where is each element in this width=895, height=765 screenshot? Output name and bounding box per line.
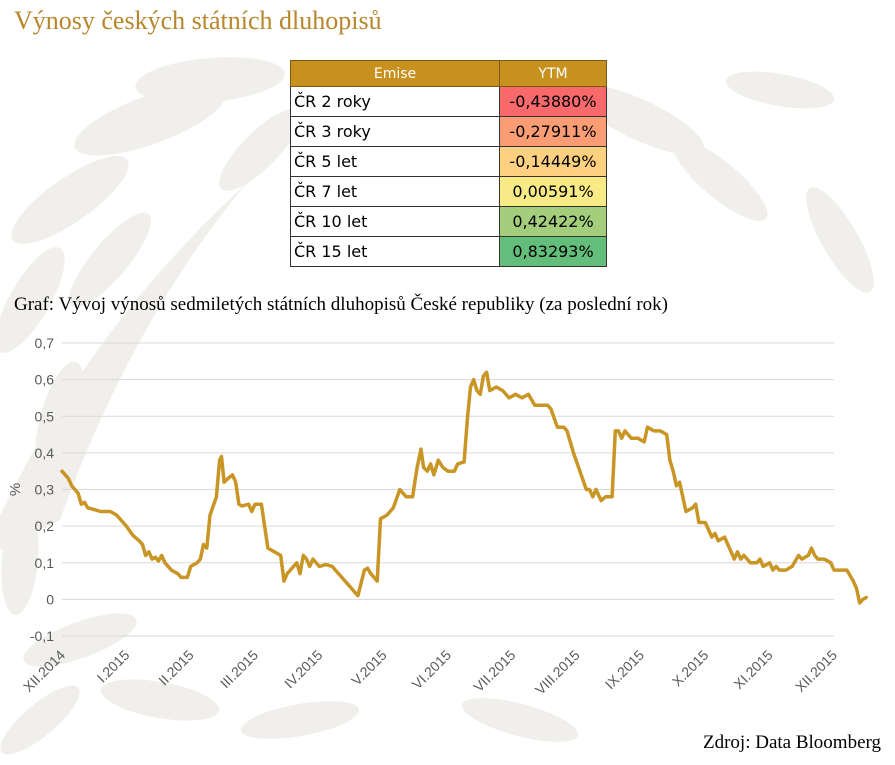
x-tick-label: V.2015: [348, 647, 390, 689]
ytm-cell: -0,27911%: [499, 116, 607, 147]
ytm-cell: 0,42422%: [499, 206, 607, 237]
table-row: ČR 2 roky -0,43880%: [290, 86, 607, 117]
table-row: ČR 3 roky -0,27911%: [290, 116, 607, 147]
x-tick-label: XII.2015: [792, 647, 840, 695]
ytm-cell: 0,00591%: [499, 176, 607, 207]
y-tick-label: -0,1: [30, 628, 54, 644]
column-header-ytm: YTM: [499, 60, 607, 87]
table-row: ČR 5 let -0,14449%: [290, 146, 607, 177]
yield-line-chart: -0,1 0 0,1 0,2 0,3 0,4 0,5 0,6 0,7% XII.2014 I.201…: [7, 335, 868, 698]
x-tick-label: IV.2015: [281, 647, 326, 692]
x-tick-label: III.2015: [217, 647, 261, 691]
x-tick-label: VIII.2015: [532, 647, 583, 698]
table-row: ČR 10 let 0,42422%: [290, 206, 607, 237]
x-tick-label: II.2015: [155, 647, 197, 689]
y-tick-label: 0,1: [35, 555, 55, 571]
emise-cell: ČR 3 roky: [290, 116, 500, 147]
x-tick-label: VI.2015: [409, 647, 455, 693]
page-title: Výnosy českých státních dluhopisů: [14, 6, 382, 35]
emise-cell: ČR 5 let: [290, 146, 500, 177]
x-tick-label: XII.2014: [20, 647, 68, 695]
bond-yield-table: Emise YTM ČR 2 roky -0,43880% ČR 3 roky -0,…: [290, 60, 607, 267]
y-tick-label: 0,3: [35, 482, 55, 498]
x-tick-label: VII.2015: [470, 647, 518, 695]
x-tick-label: I.2015: [94, 647, 133, 686]
emise-cell: ČR 15 let: [290, 236, 500, 267]
x-tick-label: X.2015: [669, 647, 712, 690]
table-body: ČR 2 roky -0,43880% ČR 3 roky -0,27911% ČR 5…: [290, 86, 607, 267]
y-tick-label: 0,5: [35, 408, 55, 424]
x-tick-label: IX.2015: [602, 647, 648, 693]
table-row: ČR 7 let 0,00591%: [290, 176, 607, 207]
ytm-cell: -0,14449%: [499, 146, 607, 177]
x-tick-label: XI.2015: [730, 647, 776, 693]
ytm-cell: -0,43880%: [499, 86, 607, 117]
y-axis-label: %: [7, 483, 24, 496]
y-tick-label: 0,7: [35, 335, 55, 351]
emise-cell: ČR 2 roky: [290, 86, 500, 117]
y-tick-label: 0: [46, 591, 54, 607]
graph-caption: Graf: Vývoj výnosů sedmiletých státních …: [14, 294, 668, 315]
ytm-cell: 0,83293%: [499, 236, 607, 267]
table-row: ČR 15 let 0,83293%: [290, 236, 607, 267]
series-line-7y-yield: [60, 370, 868, 605]
emise-cell: ČR 10 let: [290, 206, 500, 237]
emise-cell: ČR 7 let: [290, 176, 500, 207]
data-source: Zdroj: Data Bloomberg: [702, 732, 881, 753]
y-tick-label: 0,4: [35, 445, 55, 461]
y-tick-label: 0,6: [35, 372, 55, 388]
y-tick-label: 0,2: [35, 518, 55, 534]
column-header-emise: Emise: [290, 60, 500, 87]
